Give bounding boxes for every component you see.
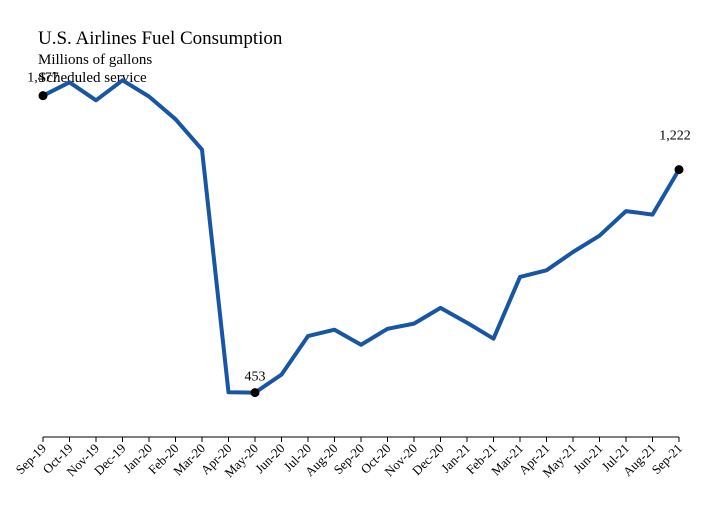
data-label: 453 bbox=[245, 370, 266, 385]
x-tick-label: Sep-20 bbox=[330, 441, 367, 478]
x-tick-label: Jun-21 bbox=[570, 441, 606, 477]
x-tick-label: Sep-19 bbox=[12, 441, 49, 478]
data-label: 1,477 bbox=[27, 71, 59, 86]
data-point-marker bbox=[674, 165, 684, 175]
x-tick-label: Sep-21 bbox=[648, 441, 685, 478]
marker-layer bbox=[38, 91, 684, 398]
data-label-layer: 1,477 453 1,222 bbox=[27, 71, 691, 385]
x-axis: Sep-19Oct-19Nov-19Dec-19Jan-20Feb-20Mar-… bbox=[12, 436, 685, 480]
series-layer bbox=[41, 78, 681, 395]
data-label: 1,222 bbox=[659, 129, 691, 144]
series-line bbox=[41, 78, 681, 395]
x-tick-label: Jun-20 bbox=[252, 441, 288, 477]
data-point-marker bbox=[250, 388, 260, 398]
chart-subtitle-units: Millions of gallons bbox=[38, 52, 152, 68]
data-point-marker bbox=[38, 91, 48, 101]
chart-title: U.S. Airlines Fuel Consumption bbox=[38, 28, 283, 49]
